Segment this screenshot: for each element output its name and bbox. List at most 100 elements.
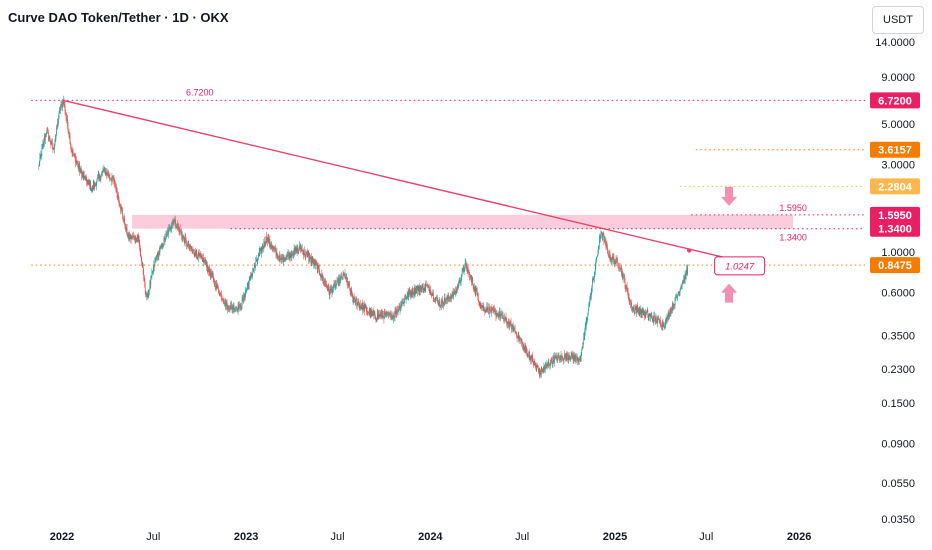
candle — [508, 321, 510, 330]
candle — [617, 262, 619, 269]
candle-body — [494, 310, 496, 312]
candle-body — [242, 297, 243, 299]
candle — [40, 150, 42, 159]
candle — [363, 300, 365, 316]
candle — [230, 300, 232, 310]
candle — [130, 234, 131, 240]
candle — [179, 227, 180, 235]
candle — [497, 310, 499, 318]
candle — [370, 309, 372, 317]
candle-body — [95, 183, 97, 187]
candle-body — [207, 265, 209, 271]
candle — [373, 310, 375, 316]
candle-body — [405, 298, 407, 300]
candle — [211, 271, 213, 278]
candle — [205, 259, 207, 266]
candle-body — [198, 253, 200, 256]
candle — [610, 254, 611, 262]
candle-body — [277, 254, 279, 259]
candle — [172, 219, 173, 229]
candle-body — [229, 309, 230, 311]
candle-body — [234, 308, 236, 310]
candle-body — [608, 257, 610, 258]
candle — [598, 245, 600, 251]
candle — [52, 147, 54, 154]
candle — [588, 302, 590, 311]
candle-body — [388, 313, 389, 316]
candle — [489, 306, 491, 311]
candle — [101, 171, 103, 175]
candle-body — [171, 226, 172, 229]
candle-body — [503, 318, 504, 320]
candle-body — [348, 283, 350, 286]
candle — [664, 325, 666, 331]
candle-body — [489, 307, 490, 314]
candle — [583, 331, 585, 341]
candle — [612, 253, 614, 260]
candle — [65, 109, 66, 116]
candle-body — [57, 123, 59, 124]
candle-body — [412, 288, 414, 295]
candle-body — [126, 227, 127, 231]
candle-body — [265, 236, 267, 240]
candle-body — [526, 350, 528, 356]
candle — [256, 257, 258, 266]
candle-body — [295, 248, 296, 252]
candle — [122, 207, 123, 220]
candle — [291, 250, 292, 262]
candle-body — [683, 277, 685, 280]
candle — [39, 153, 41, 167]
candle-body — [206, 264, 208, 270]
candle — [444, 293, 445, 307]
candle-body — [288, 255, 290, 259]
candle — [415, 285, 417, 294]
candle — [63, 95, 64, 105]
candle-body — [136, 237, 138, 241]
candle-body — [58, 113, 60, 120]
candle — [679, 288, 681, 296]
candle — [346, 273, 347, 283]
candle — [365, 304, 367, 313]
candle — [175, 223, 177, 231]
candle-body — [42, 144, 44, 148]
candle-body — [49, 137, 51, 142]
candle — [201, 253, 203, 259]
candle-body — [271, 247, 273, 248]
candle-body — [446, 298, 447, 301]
candle — [51, 140, 52, 145]
candle-body — [533, 364, 535, 365]
candle-body — [584, 326, 586, 333]
candle — [158, 251, 159, 261]
candle-body — [608, 253, 609, 258]
candle-body — [669, 316, 670, 317]
candle-body — [248, 280, 250, 287]
candle-body — [52, 143, 53, 148]
candle — [587, 312, 589, 321]
candle — [258, 247, 260, 257]
candle-body — [335, 284, 337, 286]
candle — [342, 278, 343, 280]
candle — [461, 267, 463, 277]
currency-selector[interactable]: USDT — [872, 6, 924, 34]
candle — [181, 234, 183, 243]
candle-body — [426, 285, 428, 286]
candle — [199, 253, 201, 257]
candle-body — [313, 260, 315, 265]
candle — [258, 253, 260, 257]
candle — [520, 338, 522, 343]
candle-body — [611, 259, 613, 261]
candle-body — [427, 285, 429, 287]
candle — [392, 312, 394, 321]
candle-body — [497, 313, 498, 316]
candle-body — [654, 315, 656, 318]
candle — [382, 310, 384, 320]
candle-body — [253, 268, 255, 272]
candle — [526, 348, 528, 358]
candle — [259, 247, 261, 251]
candle — [268, 233, 270, 245]
candle — [640, 308, 642, 318]
candle-body — [629, 299, 630, 302]
candle-body — [228, 305, 229, 308]
candle-body — [167, 231, 168, 234]
